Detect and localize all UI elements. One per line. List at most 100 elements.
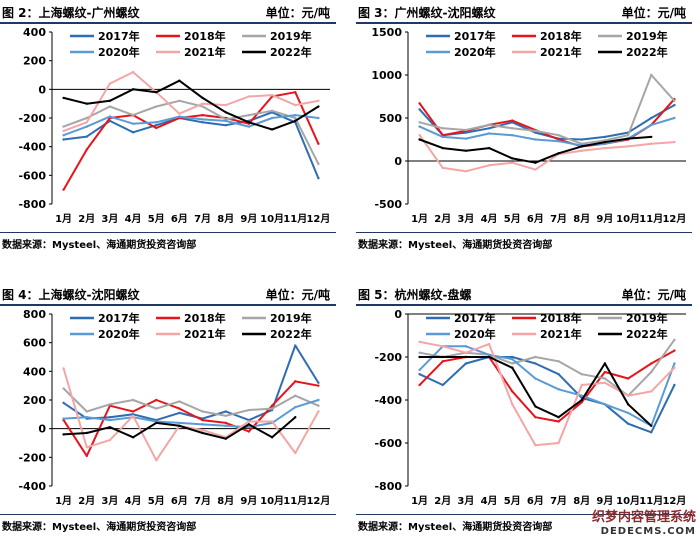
data-point xyxy=(85,416,88,419)
chart-panel-4: 图 5：杭州螺纹-盘螺 单位：元/吨 0 -200 -400 -600 -800 1月 2月… xyxy=(356,282,692,533)
data-point xyxy=(557,416,560,419)
data-point xyxy=(511,157,514,160)
data-point xyxy=(62,387,65,390)
data-point xyxy=(626,145,630,148)
y-tick-label: -600 xyxy=(18,169,46,182)
data-point xyxy=(464,149,468,152)
data-point xyxy=(224,414,227,417)
legend-label: 2018年 xyxy=(184,29,226,43)
data-point xyxy=(224,410,227,413)
data-point xyxy=(131,410,135,413)
y-tick-label: 1000 xyxy=(371,69,402,82)
data-point xyxy=(108,416,112,419)
data-point xyxy=(294,405,297,409)
data-point xyxy=(85,454,88,458)
data-point xyxy=(580,145,583,148)
data-point xyxy=(224,111,227,114)
data-point xyxy=(85,410,88,413)
data-point xyxy=(603,370,607,374)
data-point xyxy=(224,123,227,127)
data-point xyxy=(534,416,537,419)
data-point xyxy=(603,362,607,365)
x-tick-label: 7月 xyxy=(550,495,567,507)
data-point xyxy=(85,431,88,435)
data-point xyxy=(557,388,560,391)
data-point xyxy=(247,420,251,423)
data-point xyxy=(317,99,320,103)
data-point xyxy=(487,164,491,167)
line-chart-1: 400 200 0 -200 -400 -600 -800 1月 2月 3月 4月 5月 6月 7月 8月 9… xyxy=(18,26,330,225)
data-point xyxy=(317,177,320,180)
chart-source: 数据来源：Mysteel、海通期货投资咨询部 xyxy=(358,522,553,533)
line-chart-4: 0 -200 -400 -600 -800 1月 2月 3月 4月 5月 6月 7月 8月 9月 10月 11… xyxy=(374,308,686,507)
data-point xyxy=(418,383,421,387)
x-tick-label: 12月 xyxy=(306,213,330,225)
data-point xyxy=(673,338,676,341)
data-point xyxy=(557,134,560,137)
series-line xyxy=(63,114,319,137)
line-chart-2: 1500 1000 500 0 -500 1月 2月 3月 4月 5月 6月 7月 8月 9月 10月 11月… xyxy=(371,26,686,225)
data-point xyxy=(487,342,491,346)
watermark-line2: DEDECMS.COM xyxy=(600,526,696,537)
data-point xyxy=(418,125,421,128)
y-tick-label: -600 xyxy=(374,437,402,450)
series-line xyxy=(63,399,319,429)
data-point xyxy=(603,146,607,150)
data-point xyxy=(85,148,88,151)
data-point xyxy=(294,451,297,455)
data-point xyxy=(418,108,421,111)
chart-title: 图 4：上海螺纹-沈阳螺纹 xyxy=(2,288,140,302)
data-point xyxy=(201,118,204,121)
data-point xyxy=(511,357,514,361)
data-point xyxy=(441,146,444,150)
chart-title: 图 5：杭州螺纹-盘螺 xyxy=(358,288,472,302)
data-point xyxy=(270,128,274,131)
data-point xyxy=(178,411,181,415)
data-point xyxy=(534,355,537,359)
series-line xyxy=(62,91,320,191)
legend-label: 2017年 xyxy=(454,311,496,325)
x-tick-label: 9月 xyxy=(240,213,257,225)
data-point xyxy=(580,398,583,402)
series-line xyxy=(63,79,319,131)
data-point xyxy=(155,126,158,130)
data-point xyxy=(224,437,227,440)
legend-label: 2018年 xyxy=(184,311,226,325)
watermark-line1: 织梦内容管理系统 xyxy=(591,510,696,525)
data-point xyxy=(603,403,607,406)
x-tick-label: 12月 xyxy=(306,495,330,507)
data-point xyxy=(247,113,251,117)
data-point xyxy=(557,138,560,141)
data-point xyxy=(580,373,583,376)
data-point xyxy=(224,119,227,123)
data-point xyxy=(85,116,88,120)
x-tick-label: 7月 xyxy=(194,213,211,225)
data-point xyxy=(178,421,181,425)
data-point xyxy=(108,426,112,429)
data-point xyxy=(650,116,653,120)
data-point xyxy=(155,91,158,94)
x-tick-label: 3月 xyxy=(101,495,118,507)
data-point xyxy=(487,355,491,359)
series-line xyxy=(418,98,676,148)
data-point xyxy=(673,349,676,352)
data-point xyxy=(294,103,297,107)
data-point xyxy=(294,113,297,117)
y-tick-label: 600 xyxy=(23,337,46,350)
data-point xyxy=(511,161,514,164)
data-point xyxy=(534,377,537,380)
data-point xyxy=(580,149,583,152)
data-point xyxy=(487,127,491,130)
data-point xyxy=(557,373,560,376)
data-point xyxy=(626,403,630,406)
data-point xyxy=(317,381,320,384)
data-point xyxy=(317,105,320,108)
chart-unit: 单位：元/吨 xyxy=(265,288,330,302)
data-point xyxy=(155,407,158,410)
data-point xyxy=(317,384,320,387)
data-point xyxy=(534,129,537,133)
x-tick-label: 8月 xyxy=(573,495,590,507)
data-point xyxy=(557,360,560,363)
data-point xyxy=(294,344,297,347)
x-tick-label: 9月 xyxy=(596,213,613,225)
